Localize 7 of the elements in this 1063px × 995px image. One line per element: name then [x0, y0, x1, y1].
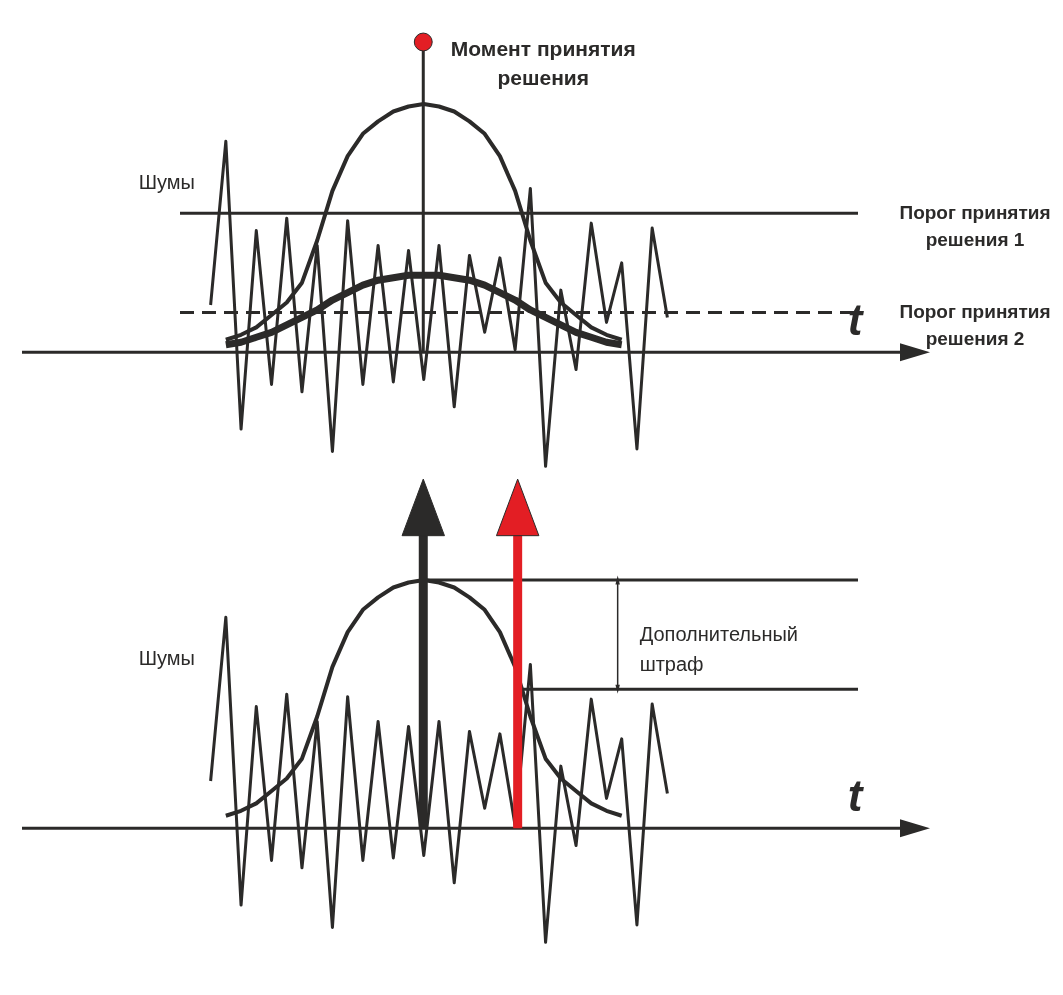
text: Момент принятия решения	[450, 37, 636, 89]
x-axis-title: t	[847, 771, 865, 821]
text: Шумы	[138, 171, 195, 194]
text: Шумы	[138, 647, 195, 670]
ref-line-label: Порог принятия решения 2	[899, 301, 1051, 350]
annotation: Дополнительный штраф	[639, 622, 799, 675]
ref-line-label: Порог принятия решения 1	[899, 202, 1051, 251]
